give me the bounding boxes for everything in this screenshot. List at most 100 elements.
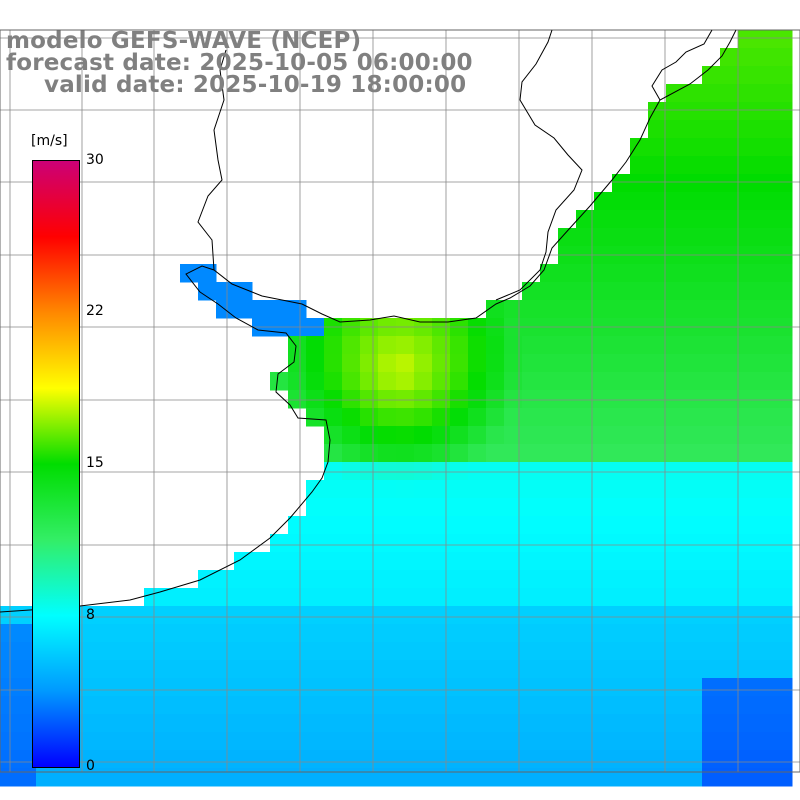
wind-cell (648, 138, 667, 157)
wind-cell (540, 426, 559, 445)
wind-cell (774, 174, 793, 193)
wind-cell (648, 228, 667, 247)
wind-cell (288, 624, 307, 643)
wind-cell (414, 714, 433, 733)
wind-cell (774, 642, 793, 661)
wind-cell (540, 696, 559, 715)
wind-cell (324, 444, 343, 463)
wind-cell (252, 714, 271, 733)
wind-cell (252, 732, 271, 751)
wind-cell (540, 264, 559, 283)
wind-cell (720, 390, 739, 409)
wind-cell (594, 732, 613, 751)
wind-cell (378, 354, 397, 373)
wind-cell (738, 750, 757, 769)
wind-cell (90, 606, 109, 625)
wind-cell (306, 732, 325, 751)
wind-cell (396, 624, 415, 643)
wind-cell (756, 516, 775, 535)
wind-cell (504, 372, 523, 391)
wind-cell (72, 768, 91, 787)
wind-cell (90, 660, 109, 679)
wind-cell (774, 210, 793, 229)
wind-cell (738, 228, 757, 247)
wind-cell (612, 570, 631, 589)
wind-cell (432, 498, 451, 517)
wind-cell (738, 48, 757, 67)
wind-cell (540, 642, 559, 661)
wind-cell (162, 714, 181, 733)
wind-cell (666, 642, 685, 661)
wind-cell (720, 444, 739, 463)
wind-cell (396, 606, 415, 625)
wind-cell (198, 282, 217, 301)
wind-cell (396, 372, 415, 391)
wind-cell (684, 264, 703, 283)
wind-cell (630, 750, 649, 769)
wind-cell (414, 642, 433, 661)
wind-cell (666, 768, 685, 787)
wind-cell (414, 606, 433, 625)
wind-cell (648, 426, 667, 445)
wind-cell (576, 588, 595, 607)
wind-cell (756, 282, 775, 301)
wind-cell (504, 498, 523, 517)
wind-cell (306, 534, 325, 553)
wind-cell (522, 660, 541, 679)
wind-cell (342, 552, 361, 571)
wind-cell (342, 372, 361, 391)
wind-cell (378, 606, 397, 625)
wind-cell (360, 678, 379, 697)
wind-cell (0, 660, 19, 679)
colorbar-tick-0: 0 (86, 758, 95, 774)
wind-cell (90, 696, 109, 715)
wind-cell (630, 588, 649, 607)
wind-cell (450, 534, 469, 553)
wind-cell (612, 462, 631, 481)
wind-cell (522, 444, 541, 463)
wind-cell (738, 444, 757, 463)
wind-cell (666, 138, 685, 157)
wind-cell (630, 354, 649, 373)
wind-cell (594, 228, 613, 247)
wind-cell (774, 30, 793, 49)
wind-cell (612, 408, 631, 427)
wind-cell (378, 768, 397, 787)
wind-cell (288, 534, 307, 553)
wind-cell (522, 552, 541, 571)
wind-cell (378, 498, 397, 517)
wind-cell (684, 570, 703, 589)
wind-cell (558, 300, 577, 319)
wind-cell (288, 588, 307, 607)
wind-cell (306, 516, 325, 535)
wind-cell (180, 264, 199, 283)
wind-field-cells (0, 30, 793, 787)
wind-cell (414, 750, 433, 769)
wind-cell (774, 120, 793, 139)
wind-cell (288, 390, 307, 409)
wind-cell (378, 696, 397, 715)
wind-cell (666, 102, 685, 121)
wind-cell (396, 750, 415, 769)
wind-cell (684, 228, 703, 247)
wind-cell (612, 696, 631, 715)
wind-cell (612, 552, 631, 571)
wind-cell (378, 408, 397, 427)
wind-cell (576, 606, 595, 625)
wind-cell (504, 678, 523, 697)
wind-cell (324, 336, 343, 355)
wind-cell (720, 156, 739, 175)
wind-cell (720, 750, 739, 769)
wind-cell (504, 552, 523, 571)
wind-cell (270, 300, 289, 319)
wind-cell (486, 570, 505, 589)
wind-cell (720, 84, 739, 103)
wind-cell (756, 462, 775, 481)
wind-cell (702, 102, 721, 121)
wind-cell (594, 498, 613, 517)
wind-cell (684, 408, 703, 427)
wind-cell (720, 660, 739, 679)
wind-cell (540, 714, 559, 733)
map-title: modelo GEFS-WAVE (NCEP) forecast date: 2… (6, 30, 473, 97)
wind-cell (774, 606, 793, 625)
